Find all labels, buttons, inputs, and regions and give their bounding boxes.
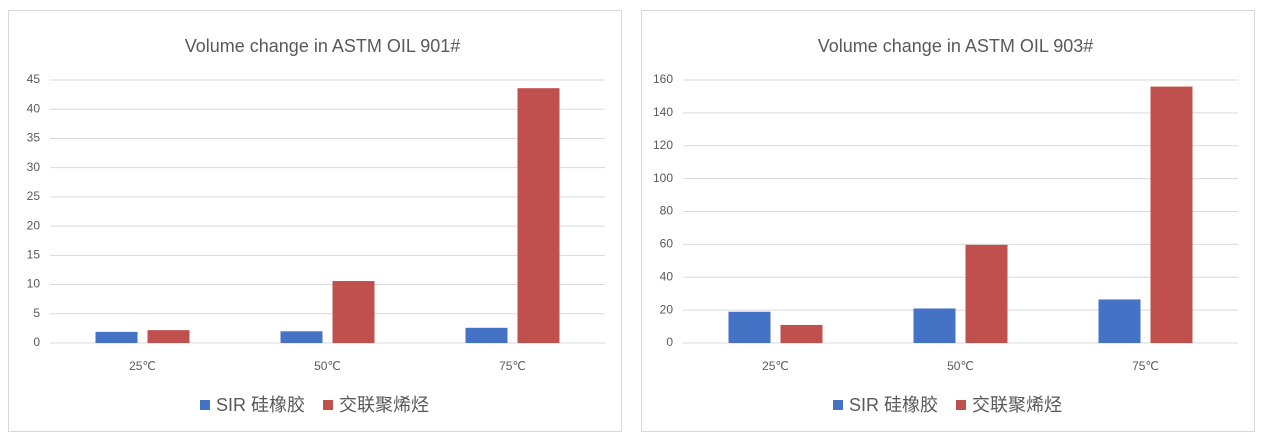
- bar: [1098, 299, 1141, 343]
- bar: [465, 327, 508, 343]
- bar: [780, 324, 823, 343]
- bar: [517, 88, 560, 343]
- bar: [332, 281, 375, 343]
- chart-title: Volume change in ASTM OIL 903#: [818, 36, 1094, 56]
- legend-label: SIR 硅橡胶: [216, 395, 305, 415]
- y-tick-label: 10: [27, 277, 41, 291]
- y-tick-label: 30: [27, 160, 41, 174]
- y-tick-label: 100: [653, 171, 673, 185]
- legend-swatch: [199, 400, 210, 410]
- y-tick-label: 120: [653, 138, 673, 152]
- legend-label: 交联聚烯烃: [972, 395, 1062, 415]
- legend-swatch: [832, 400, 843, 410]
- x-tick-label: 25℃: [129, 359, 156, 373]
- bar: [913, 308, 956, 343]
- y-tick-label: 45: [27, 72, 41, 86]
- x-tick-label: 50℃: [314, 359, 341, 373]
- bar: [95, 331, 138, 343]
- y-tick-label: 140: [653, 105, 673, 119]
- bar: [728, 311, 771, 343]
- legend-label: SIR 硅橡胶: [849, 395, 938, 415]
- x-tick-label: 25℃: [762, 359, 789, 373]
- chart-title: Volume change in ASTM OIL 901#: [185, 36, 461, 56]
- y-tick-label: 160: [653, 72, 673, 86]
- y-tick-label: 20: [27, 218, 41, 232]
- y-tick-label: 0: [33, 335, 40, 349]
- legend-swatch: [956, 400, 967, 410]
- bar: [147, 330, 190, 343]
- y-tick-label: 35: [27, 131, 41, 145]
- y-tick-label: 5: [33, 306, 40, 320]
- y-tick-label: 40: [27, 101, 41, 115]
- y-tick-label: 60: [660, 237, 674, 251]
- x-tick-label: 75℃: [499, 359, 526, 373]
- y-tick-label: 40: [660, 269, 674, 283]
- x-tick-label: 50℃: [947, 359, 974, 373]
- y-tick-label: 25: [27, 189, 41, 203]
- bar: [965, 244, 1008, 343]
- legend-label: 交联聚烯烃: [339, 395, 429, 415]
- y-tick-label: 15: [27, 248, 41, 262]
- legend-swatch: [323, 400, 334, 410]
- bar: [1150, 86, 1193, 343]
- x-tick-label: 75℃: [1132, 359, 1159, 373]
- bar: [280, 331, 323, 343]
- y-tick-label: 20: [660, 302, 674, 316]
- y-tick-label: 0: [666, 335, 673, 349]
- y-tick-label: 80: [660, 204, 674, 218]
